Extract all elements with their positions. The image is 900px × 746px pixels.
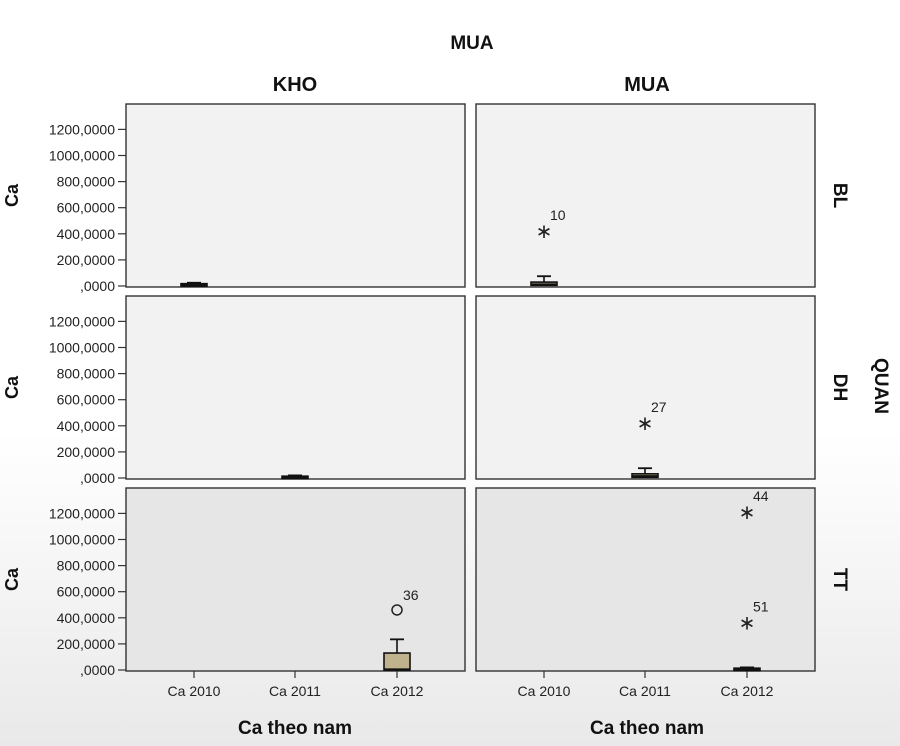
y-tick-label: 200,0000 xyxy=(57,444,116,460)
y-tick-label: 600,0000 xyxy=(57,584,116,600)
y-tick-label: 400,0000 xyxy=(57,418,116,434)
outlier-label: 51 xyxy=(753,599,769,615)
x-tick-label: Ca 2010 xyxy=(518,683,571,699)
y-tick-label: 1000,0000 xyxy=(49,148,115,164)
outlier-marker-star: ∗ xyxy=(536,221,553,243)
outlier-label: 27 xyxy=(651,399,667,415)
outlier-marker-star: ∗ xyxy=(637,413,654,435)
panel-mua-tt xyxy=(475,487,816,672)
panel-grid: ,0000 200,0000 400,0000 600,0000 800,0000 100… xyxy=(49,103,816,699)
x-tick-label: Ca 2012 xyxy=(371,683,424,699)
row-headers: BL DH TT xyxy=(829,183,850,592)
row-header-tt: TT xyxy=(829,568,850,592)
y-tick-label: 800,0000 xyxy=(57,366,116,382)
y-tick-label: 1000,0000 xyxy=(49,532,115,548)
panel-mua-bl xyxy=(475,103,816,288)
column-header-kho: KHO xyxy=(273,74,317,96)
y-tick-label: 1200,0000 xyxy=(49,505,115,521)
outlier-label: 44 xyxy=(753,488,769,504)
box-kho-tt-ca-2012 xyxy=(383,638,411,671)
y-tick-label: ,0000 xyxy=(80,278,115,294)
row-header-bl: BL xyxy=(829,183,850,209)
panel-mua-dh xyxy=(475,295,816,480)
y-axis-labels: Ca Ca Ca xyxy=(2,183,22,591)
panel-kho-bl xyxy=(125,103,466,288)
box-mua-tt-ca-2012 xyxy=(733,666,761,672)
outlier-marker-star: ∗ xyxy=(739,613,756,635)
box-mua-dh-ca-2011 xyxy=(631,467,659,479)
chart-title: MUA xyxy=(450,33,494,54)
y-tick-label: 400,0000 xyxy=(57,610,116,626)
x-tick-label: Ca 2012 xyxy=(721,683,774,699)
box-kho-bl-ca-2010 xyxy=(180,281,208,287)
outlier-marker-star: ∗ xyxy=(739,502,756,524)
x-tick-label: Ca 2011 xyxy=(619,683,671,699)
x-tick-label: Ca 2010 xyxy=(168,683,221,699)
row-header-dh: DH xyxy=(829,374,850,401)
outlier-marker-circle xyxy=(391,604,403,616)
x-axis-label-right: Ca theo nam xyxy=(590,718,704,739)
y-tick-label: 800,0000 xyxy=(57,174,116,190)
y-tick-label: 1200,0000 xyxy=(49,121,115,137)
y-axis-label: Ca xyxy=(2,183,22,207)
box-mua-bl-ca-2010 xyxy=(530,275,558,287)
y-tick-label: 1000,0000 xyxy=(49,340,115,356)
column-header-mua: MUA xyxy=(624,74,670,96)
y-tick-label: 600,0000 xyxy=(57,200,116,216)
y-tick-label: 400,0000 xyxy=(57,226,116,242)
y-tick-label: 1200,0000 xyxy=(49,313,115,329)
y-tick-label: 600,0000 xyxy=(57,392,116,408)
panel-kho-dh xyxy=(125,295,466,480)
y-axis-label: Ca xyxy=(2,375,22,399)
panel-kho-tt xyxy=(125,487,466,672)
box-kho-dh-ca-2011 xyxy=(281,474,309,480)
x-axis-label-left: Ca theo nam xyxy=(238,718,352,739)
y-axis-label: Ca xyxy=(2,567,22,591)
y-tick-label: ,0000 xyxy=(80,470,115,486)
box-iqr xyxy=(383,652,411,671)
y-tick-label: 800,0000 xyxy=(57,558,116,574)
y-tick-label: 200,0000 xyxy=(57,252,116,268)
y-tick-label: 200,0000 xyxy=(57,636,116,652)
outlier-label: 10 xyxy=(550,207,566,223)
outlier-label: 36 xyxy=(403,587,419,603)
y-tick-label: ,0000 xyxy=(80,662,115,678)
x-tick-label: Ca 2011 xyxy=(269,683,321,699)
row-variable-label: QUAN xyxy=(870,358,891,414)
